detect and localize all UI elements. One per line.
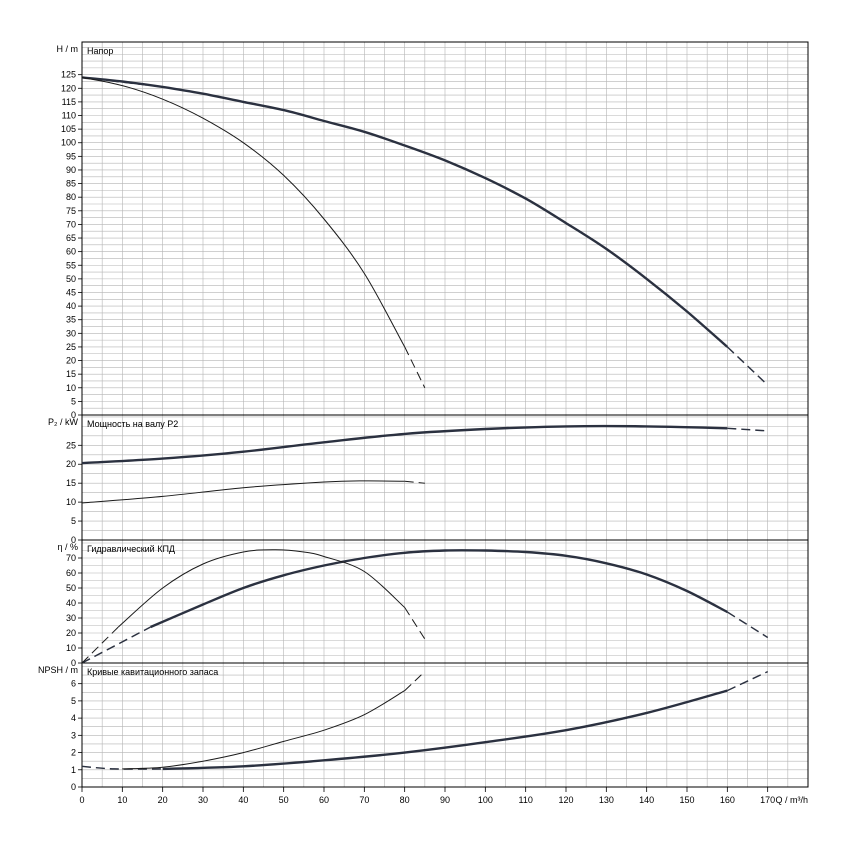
x-tick-label: 80 [400, 795, 410, 805]
panel-title-eff: Гидравлический КПД [87, 544, 175, 554]
x-tick-label: 0 [79, 795, 84, 805]
y-tick-label-power: 10 [66, 497, 76, 507]
y-tick-label-head: 5 [71, 396, 76, 406]
curve-npsh-thin [122, 690, 405, 770]
panel-title-head: Напор [87, 46, 113, 56]
x-tick-label: 140 [639, 795, 654, 805]
y-tick-label-power: 5 [71, 516, 76, 526]
curve-head-thick [81, 76, 729, 348]
y-axis-label-head: H / m [57, 44, 79, 54]
y-tick-label-eff: 50 [66, 583, 76, 593]
curve-eff-thin-dashed-end [404, 607, 426, 640]
x-tick-label: 40 [238, 795, 248, 805]
y-tick-label-head: 20 [66, 356, 76, 366]
y-tick-label-head: 45 [66, 287, 76, 297]
curve-eff-thin [117, 549, 406, 628]
panel-title-npsh: Кривые кавитационного запаса [87, 667, 218, 677]
y-tick-label-head: 90 [66, 165, 76, 175]
y-tick-label-power: 15 [66, 478, 76, 488]
y-tick-label-head: 85 [66, 179, 76, 189]
y-tick-label-eff: 60 [66, 568, 76, 578]
y-tick-label-head: 70 [66, 219, 76, 229]
y-tick-label-head: 25 [66, 342, 76, 352]
labels: 0510152025303540455055606570758085909510… [38, 44, 808, 805]
x-tick-label: 90 [440, 795, 450, 805]
y-tick-label-head: 75 [66, 206, 76, 216]
y-tick-label-npsh: 6 [71, 679, 76, 689]
curve-head-thin-dashed-end [404, 346, 426, 389]
y-tick-label-power: 25 [66, 440, 76, 450]
x-tick-label: 120 [558, 795, 573, 805]
curves [81, 76, 769, 771]
y-tick-label-head: 55 [66, 260, 76, 270]
y-axis-label-npsh: NPSH / m [38, 665, 78, 675]
curve-power-thick-dashed-end [727, 427, 768, 432]
y-tick-label-head: 50 [66, 274, 76, 284]
curve-head-thin [81, 76, 406, 348]
y-tick-label-head: 65 [66, 233, 76, 243]
curve-power-thin [81, 480, 405, 504]
x-tick-label: 150 [679, 795, 694, 805]
y-tick-label-npsh: 0 [71, 782, 76, 792]
x-tick-label: 110 [518, 795, 532, 805]
y-tick-label-head: 105 [61, 124, 76, 134]
y-tick-label-eff: 20 [66, 628, 76, 638]
y-tick-label-head: 120 [61, 83, 76, 93]
y-tick-label-npsh: 4 [71, 713, 76, 723]
curve-power-thin-dashed-end [404, 480, 425, 484]
y-tick-label-npsh: 1 [71, 765, 76, 775]
y-tick-label-head: 115 [62, 97, 76, 107]
curve-eff-thick-dashed-end [726, 611, 769, 639]
y-tick-label-head: 15 [66, 369, 76, 379]
x-tick-label: 130 [599, 795, 614, 805]
y-tick-label-eff: 0 [71, 658, 76, 668]
panel-title-power: Мощность на валу P2 [87, 419, 178, 429]
curve-eff-thin-dashed-start [81, 626, 119, 664]
x-tick-label: 50 [279, 795, 289, 805]
curve-head-thick-dashed-end [726, 346, 769, 386]
y-tick-label-head: 110 [62, 111, 76, 121]
curve-npsh-thin-dashed-end [404, 671, 426, 691]
y-tick-label-power: 0 [71, 535, 76, 545]
y-tick-label-head: 100 [61, 138, 76, 148]
y-tick-label-eff: 40 [66, 598, 76, 608]
y-axis-label-eff: η / % [57, 542, 78, 552]
x-tick-label: 160 [720, 795, 735, 805]
y-axis-label-power: P₂ / kW [48, 417, 78, 427]
x-tick-label: 20 [158, 795, 168, 805]
y-tick-label-eff: 10 [66, 643, 76, 653]
curve-npsh-thick-dashed-end [726, 670, 769, 692]
curve-power-thick [81, 424, 728, 465]
x-tick-label: 30 [198, 795, 208, 805]
x-tick-label: 60 [319, 795, 329, 805]
y-tick-label-npsh: 5 [71, 696, 76, 706]
x-tick-label: 10 [117, 795, 127, 805]
y-tick-label-head: 80 [66, 192, 76, 202]
y-tick-label-head: 125 [61, 70, 76, 80]
x-axis-label: Q / m³/h [775, 795, 808, 805]
x-tick-label: 170 [760, 795, 775, 805]
y-tick-label-head: 30 [66, 328, 76, 338]
y-tick-label-npsh: 2 [71, 748, 76, 758]
curve-npsh-thick-dashed-start [81, 765, 163, 770]
curve-eff-thick [150, 549, 728, 629]
y-tick-label-head: 35 [66, 315, 76, 325]
y-tick-label-power: 20 [66, 459, 76, 469]
curve-eff-thick-dashed-start [81, 626, 151, 664]
y-tick-label-head: 10 [66, 383, 76, 393]
y-tick-label-head: 40 [66, 301, 76, 311]
y-tick-label-eff: 30 [66, 613, 76, 623]
curve-npsh-thick [162, 689, 728, 771]
y-tick-label-head: 60 [66, 247, 76, 257]
y-tick-label-eff: 70 [66, 553, 76, 563]
y-tick-label-head: 95 [66, 151, 76, 161]
y-tick-label-head: 0 [71, 410, 76, 420]
x-tick-label: 70 [359, 795, 369, 805]
x-tick-label: 100 [478, 795, 493, 805]
y-tick-label-npsh: 3 [71, 730, 76, 740]
